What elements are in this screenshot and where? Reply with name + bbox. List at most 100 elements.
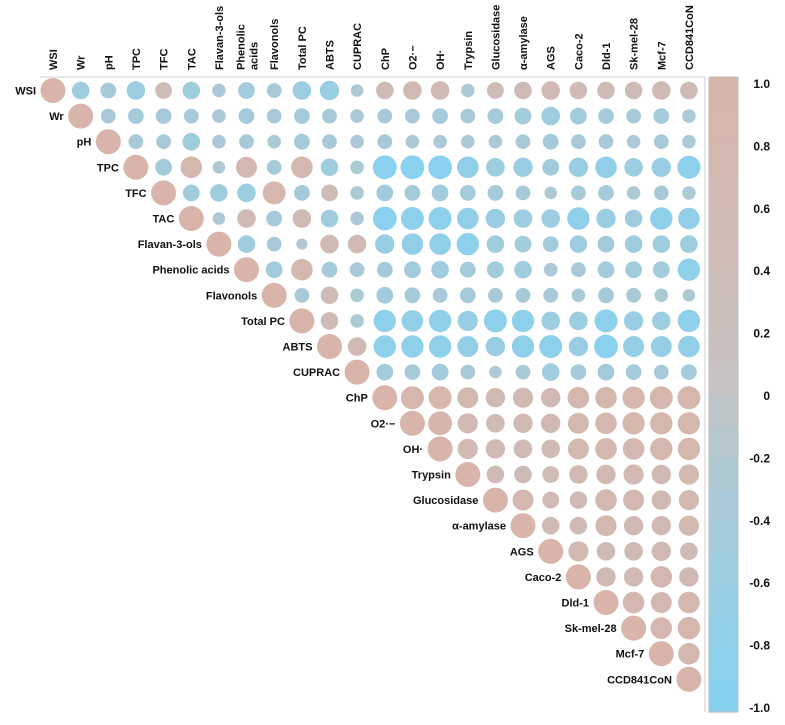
column-label: Total PC	[297, 26, 309, 70]
correlation-circle	[650, 412, 673, 435]
correlation-circle	[569, 311, 588, 331]
correlation-circle	[296, 238, 308, 250]
correlation-circle	[568, 336, 589, 357]
correlation-circle	[429, 233, 451, 255]
correlation-circle	[569, 465, 588, 484]
correlation-circle	[347, 337, 367, 356]
correlation-circle	[294, 185, 310, 201]
correlation-circle	[514, 260, 532, 279]
colorbar-segment	[709, 331, 738, 364]
diagonal-circle	[648, 641, 674, 667]
column-labels: WSI Wr pH TPC TFC TAC Flavan-3-ols Phenolicacid…	[48, 5, 696, 70]
column-label-line: Mcf-7	[656, 41, 668, 70]
correlation-circle	[570, 364, 587, 380]
correlation-circle	[571, 185, 586, 201]
correlation-circle	[596, 464, 616, 485]
column-label: Wr	[76, 55, 88, 70]
correlation-circle	[400, 386, 424, 410]
column-label-line: TFC	[159, 49, 171, 70]
correlation-circle	[485, 388, 506, 408]
colorbar-tick-label: -0.2	[749, 451, 770, 465]
diagonal-circle	[123, 154, 149, 180]
correlation-circle	[461, 83, 475, 98]
correlation-circle	[432, 108, 448, 124]
column-label: Sk-mel-28	[629, 18, 641, 70]
column-label: TPC	[131, 48, 143, 70]
correlation-circle	[567, 412, 589, 434]
correlation-circle	[483, 309, 507, 333]
correlation-circle	[677, 155, 701, 179]
correlation-circle	[682, 109, 696, 123]
correlation-circle	[376, 363, 394, 381]
correlation-circle	[486, 158, 505, 177]
correlation-circle	[428, 155, 452, 180]
correlation-circle	[100, 82, 117, 99]
correlation-circle	[650, 566, 673, 588]
correlation-circle	[431, 184, 449, 202]
column-label-line: OH·	[435, 50, 447, 70]
correlation-circle	[489, 365, 502, 379]
correlation-circle	[127, 108, 144, 124]
correlation-circle	[513, 439, 533, 459]
correlation-circle	[541, 106, 560, 126]
correlation-circle	[569, 491, 588, 509]
row-label: ABTS	[283, 342, 313, 354]
row-label: Phenolic acids	[152, 265, 229, 277]
correlation-circle	[183, 108, 199, 124]
correlation-circle	[623, 567, 644, 587]
column-label: ABTS	[325, 40, 337, 70]
diagonal-circle	[455, 462, 481, 487]
column-label: Flavan-3-ols	[214, 6, 226, 70]
correlation-circle	[100, 108, 116, 124]
correlation-circle	[459, 287, 476, 304]
column-label: Caco-2	[573, 33, 585, 70]
colorbar-segment	[709, 267, 738, 300]
column-label: Flavonols	[269, 19, 281, 70]
correlation-circle	[376, 261, 393, 278]
correlation-circle	[294, 287, 310, 303]
row-label: α-amylase	[452, 521, 506, 533]
correlation-circle	[678, 490, 700, 511]
correlation-circle	[376, 286, 394, 304]
column-label-line: Dld-1	[601, 43, 613, 71]
colorbar-segment	[709, 140, 738, 173]
correlation-circle	[459, 261, 476, 278]
column-label-line: Caco-2	[573, 33, 585, 70]
correlation-circle	[596, 542, 616, 561]
column-label-line: AGS	[546, 46, 558, 70]
row-label: Trypsin	[412, 470, 451, 482]
column-label-line: Trypsin	[463, 31, 475, 70]
correlation-circle	[485, 439, 506, 459]
correlation-circle	[292, 81, 312, 100]
correlation-circle	[128, 134, 144, 150]
correlation-circle	[431, 260, 449, 279]
column-label: OH·	[435, 50, 447, 70]
correlation-circle	[433, 134, 447, 149]
correlation-circle	[155, 108, 172, 124]
correlation-circle	[487, 261, 504, 279]
correlation-circle	[486, 414, 505, 433]
correlation-circle	[212, 109, 226, 123]
diagonal-circle	[593, 590, 619, 615]
correlation-circle	[598, 134, 614, 150]
row-label: Flavonols	[206, 290, 257, 302]
correlation-circle	[678, 335, 700, 358]
correlation-circle	[598, 108, 614, 124]
correlation-circle	[651, 490, 671, 510]
correlation-circle	[459, 185, 476, 201]
correlation-circle	[622, 591, 645, 614]
correlation-circle	[404, 261, 421, 279]
row-label: Glucosidase	[413, 495, 478, 507]
correlation-circle	[652, 311, 671, 331]
correlation-circle	[322, 134, 337, 150]
correlation-circle	[265, 261, 283, 279]
correlation-circle	[541, 81, 560, 100]
column-label: Glucosidase	[490, 5, 502, 70]
column-label-line: Glucosidase	[490, 5, 502, 70]
correlation-circle	[680, 81, 698, 100]
colorbar-segment	[709, 426, 738, 459]
row-label: Total PC	[241, 316, 285, 328]
correlation-circle	[513, 413, 533, 433]
correlation-circle	[623, 336, 645, 357]
column-label-line: Flavonols	[269, 19, 281, 70]
